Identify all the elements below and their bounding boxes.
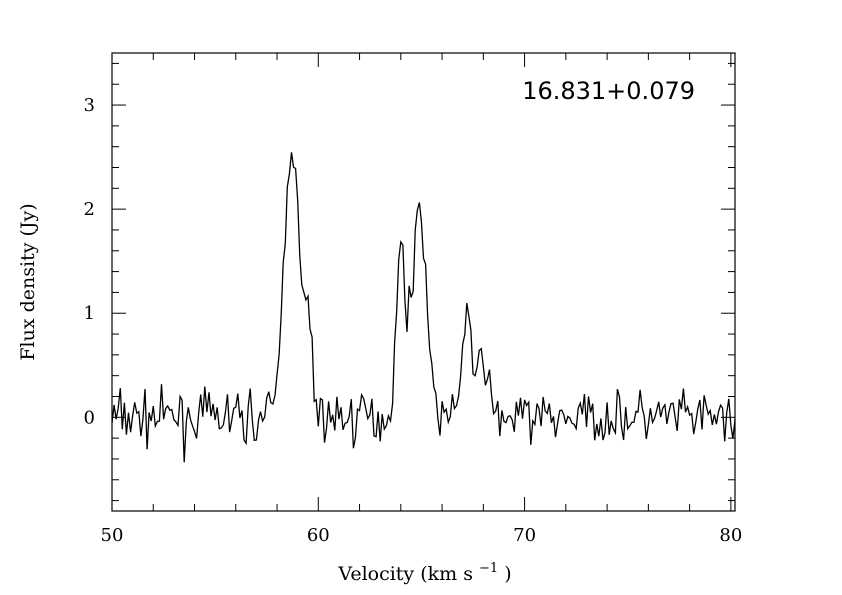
x-tick-label: 60 (307, 525, 330, 546)
axis-ticks (111, 53, 735, 511)
y-axis-title: Flux density (Jy) (17, 203, 39, 360)
x-axis-title-superscript: −1 (479, 561, 498, 576)
source-annotation: 16.831+0.079 (522, 77, 695, 105)
plot-frame (111, 52, 736, 512)
tick-labels: 50 60 70 80 0 1 2 3 (84, 95, 743, 546)
series-group (111, 152, 736, 463)
spectrum-line (111, 152, 736, 463)
x-axis-title-suffix: ) (504, 563, 511, 585)
x-axis-title-main: Velocity (km s (337, 563, 473, 585)
x-axis-title: Velocity (km s −1 ) (337, 555, 511, 585)
y-tick-label: 2 (84, 199, 95, 220)
x-tick-label: 50 (101, 525, 124, 546)
y-tick-label: 0 (84, 407, 95, 428)
y-tick-label: 1 (84, 303, 95, 324)
x-tick-label: 80 (719, 525, 742, 546)
y-tick-label: 3 (84, 95, 95, 116)
x-tick-label: 70 (513, 525, 536, 546)
